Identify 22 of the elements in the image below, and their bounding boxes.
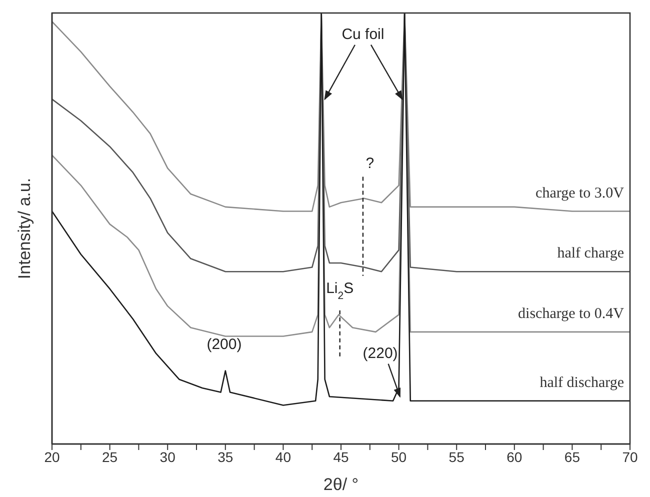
annotation: (200)	[206, 336, 242, 354]
annotation: ?	[366, 155, 374, 172]
x-tick-label: 40	[275, 448, 292, 465]
x-tick-label: 60	[506, 448, 522, 465]
x-tick-label: 70	[622, 448, 638, 465]
series-label: discharge to 0.4V	[518, 306, 624, 322]
annotation: Li$_{2}$S	[326, 280, 354, 302]
x-tick-label: 20	[44, 448, 60, 465]
y-axis-title: Intensity/ a.u.	[15, 178, 34, 280]
series-label: half charge	[557, 246, 624, 262]
x-axis-title: 2θ/ °	[323, 475, 359, 494]
x-tick-label: 35	[218, 448, 234, 465]
x-tick-label: 25	[102, 448, 118, 465]
annotation: Cu foil	[342, 26, 384, 43]
annotation: (220)	[362, 344, 398, 362]
x-tick-label: 55	[448, 448, 465, 465]
x-tick-label: 30	[160, 448, 176, 465]
x-tick-label: 65	[564, 448, 580, 465]
x-tick-label: 45	[333, 448, 349, 465]
series-label: charge to 3.0V	[536, 185, 624, 202]
series-label: half discharge	[540, 374, 624, 391]
x-tick-label: 50	[391, 448, 407, 465]
